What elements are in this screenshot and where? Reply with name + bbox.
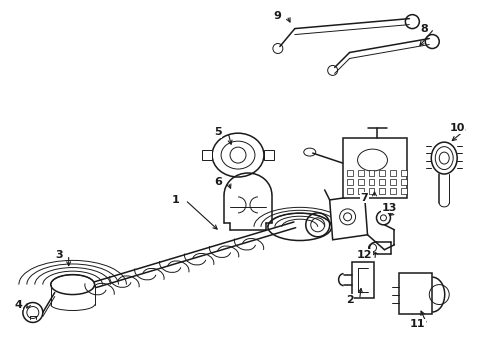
Text: 6: 6: [214, 177, 222, 187]
Text: 7: 7: [360, 193, 367, 203]
Polygon shape: [357, 170, 363, 176]
Polygon shape: [329, 195, 367, 240]
Polygon shape: [389, 188, 396, 194]
Text: 12: 12: [356, 250, 371, 260]
Polygon shape: [368, 179, 374, 185]
Polygon shape: [346, 179, 352, 185]
Polygon shape: [342, 138, 407, 198]
Text: 5: 5: [214, 127, 222, 137]
Polygon shape: [368, 170, 374, 176]
Text: 1: 1: [171, 195, 179, 205]
Polygon shape: [357, 188, 363, 194]
Polygon shape: [379, 179, 385, 185]
Polygon shape: [379, 170, 385, 176]
Polygon shape: [368, 188, 374, 194]
Text: 3: 3: [55, 250, 62, 260]
Polygon shape: [264, 150, 273, 160]
Text: 9: 9: [272, 11, 280, 21]
Text: 2: 2: [345, 294, 353, 305]
Polygon shape: [379, 188, 385, 194]
Polygon shape: [401, 188, 407, 194]
Text: 11: 11: [409, 319, 424, 329]
Polygon shape: [346, 170, 352, 176]
Text: 10: 10: [448, 123, 464, 133]
Polygon shape: [389, 179, 396, 185]
Polygon shape: [399, 273, 431, 315]
Polygon shape: [389, 170, 396, 176]
Text: 13: 13: [381, 203, 396, 213]
Polygon shape: [401, 170, 407, 176]
Polygon shape: [351, 262, 373, 298]
Polygon shape: [401, 179, 407, 185]
Polygon shape: [357, 179, 363, 185]
Polygon shape: [202, 150, 212, 160]
Text: 4: 4: [15, 300, 23, 310]
Polygon shape: [346, 188, 352, 194]
Text: 8: 8: [420, 24, 427, 33]
